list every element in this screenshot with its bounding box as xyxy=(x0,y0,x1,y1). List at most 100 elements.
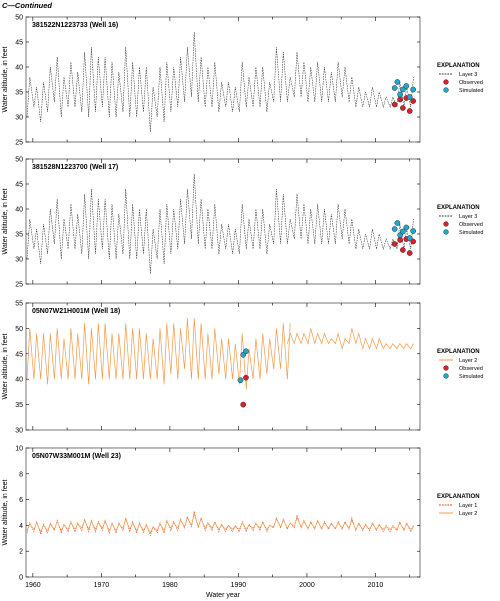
y-tick-label: 35 xyxy=(15,402,23,409)
legend-heading: EXPLANATION xyxy=(437,63,480,69)
y-tick-label: 4 xyxy=(19,523,23,530)
data-point-simulated xyxy=(410,228,416,234)
data-point-simulated xyxy=(400,228,406,235)
y-tick-label: 40 xyxy=(15,207,23,214)
data-point-observed xyxy=(400,105,406,111)
data-point-simulated xyxy=(400,86,406,93)
legend-swatch-marker xyxy=(443,229,449,235)
legend-entry-label: Observed xyxy=(459,222,483,228)
data-point-observed xyxy=(400,247,406,253)
data-point-observed xyxy=(397,96,403,103)
series-line-layer-2 xyxy=(26,318,291,390)
data-point-observed xyxy=(406,108,413,114)
y-tick-label: 45 xyxy=(15,182,23,189)
data-point-simulated xyxy=(397,91,403,98)
chart-panel-1: 25 30 35 40 45 50 Water altitude, in feet 38152… xyxy=(2,15,483,147)
panel-title: 05N07W21H001M (Well 18) xyxy=(32,308,120,315)
series-line-layer-3 xyxy=(26,31,414,133)
y-tick-label: 50 xyxy=(15,157,23,164)
y-tick-label: 30 xyxy=(15,257,23,264)
y-tick-label: 6 xyxy=(19,497,23,504)
x-tick-label: 1960 xyxy=(25,582,41,589)
plot-frame xyxy=(25,447,421,578)
series-line-layer-2 xyxy=(26,512,414,534)
y-tick-label: 50 xyxy=(15,15,23,22)
legend-swatch-marker xyxy=(443,221,449,227)
y-tick-label: 30 xyxy=(15,428,23,435)
data-point-simulated xyxy=(403,224,410,231)
legend-entry-label: Layer 3 xyxy=(459,72,477,78)
y-tick-label: 40 xyxy=(15,377,23,384)
data-point-observed xyxy=(406,250,413,256)
legend-entry-label: Layer 1 xyxy=(459,503,477,509)
y-axis-label: Water altitude, in feet xyxy=(2,47,9,113)
legend-entry-label: Layer 2 xyxy=(459,511,477,517)
chart-panel-2: 25 30 35 40 45 50 Water altitude, in feet 38152… xyxy=(2,157,483,289)
plot-frame xyxy=(25,158,421,285)
y-axis-label: Water altitude, in feet xyxy=(2,480,9,546)
data-point-simulated xyxy=(391,226,398,232)
legend-entry-label: Simulated xyxy=(459,374,483,380)
x-tick-label: 1970 xyxy=(94,582,110,589)
series-line-layer-1 xyxy=(26,511,414,537)
data-point-observed xyxy=(240,401,247,408)
legend: EXPLANATION Layer 2 Observed Simulated xyxy=(437,349,483,380)
y-tick-label: 45 xyxy=(15,351,23,358)
section-heading: C—Continued xyxy=(2,1,52,10)
plot-frame xyxy=(25,302,421,431)
legend: EXPLANATION Layer 3 Observed Simulated xyxy=(437,63,483,94)
legend-swatch-marker xyxy=(443,365,449,371)
data-point-simulated xyxy=(406,235,413,241)
legend-entry-label: Observed xyxy=(459,80,483,86)
legend: EXPLANATION Layer 1 Layer 2 xyxy=(437,494,480,517)
y-tick-label: 50 xyxy=(15,326,23,333)
y-tick-label: 25 xyxy=(15,140,23,147)
x-axis-label: Water year xyxy=(206,592,241,599)
x-tick-label: 1990 xyxy=(231,582,247,589)
data-point-observed xyxy=(391,241,398,247)
data-point-simulated xyxy=(243,348,249,355)
legend-heading: EXPLANATION xyxy=(437,494,480,500)
y-tick-label: 40 xyxy=(15,65,23,72)
y-tick-label: 0 xyxy=(19,575,23,582)
legend-entry-label: Observed xyxy=(459,366,483,372)
legend-entry-label: Simulated xyxy=(459,88,483,94)
chart-panel-4: 0 2 4 6 8 10 Water altitude, in feet 05N07W33M0… xyxy=(2,446,480,600)
data-point-simulated xyxy=(406,94,413,100)
data-point-observed xyxy=(410,98,416,104)
y-tick-label: 35 xyxy=(15,90,23,97)
y-tick-label: 8 xyxy=(19,471,23,478)
data-point-observed xyxy=(397,237,403,243)
series-line-layer-3 xyxy=(26,173,414,275)
y-tick-label: 30 xyxy=(15,115,23,122)
x-tick-label: 1980 xyxy=(162,582,178,589)
legend-heading: EXPLANATION xyxy=(437,205,480,211)
data-point-observed xyxy=(410,238,416,245)
legend-swatch-marker xyxy=(443,79,449,85)
y-axis-label: Water altitude, in feet xyxy=(2,189,9,255)
y-tick-label: 35 xyxy=(15,232,23,239)
panel-title: 381522N1223733 (Well 16) xyxy=(32,22,118,29)
data-point-simulated xyxy=(394,220,401,226)
legend-entry-label: Simulated xyxy=(459,230,483,236)
data-point-observed xyxy=(243,374,249,381)
chart-panel-3: 30 35 40 45 50 55 Water altitude, in feet 05N07… xyxy=(2,301,483,435)
y-tick-label: 55 xyxy=(15,301,23,308)
y-tick-label: 25 xyxy=(15,282,23,289)
data-point-simulated xyxy=(237,377,244,384)
x-tick-label: 2010 xyxy=(368,582,384,589)
legend-entry-label: Layer 3 xyxy=(459,214,477,220)
panel-title: 05N07W33M001M (Well 23) xyxy=(32,453,121,460)
series-line-layer-2 xyxy=(287,328,414,351)
y-tick-label: 10 xyxy=(15,446,23,453)
data-point-observed xyxy=(391,101,398,108)
data-point-simulated xyxy=(410,86,416,93)
y-tick-label: 2 xyxy=(19,549,23,556)
data-point-simulated xyxy=(403,83,410,89)
y-axis-label: Water altitude, in feet xyxy=(2,334,9,400)
panel-title: 381528N1223700 (Well 17) xyxy=(32,164,118,171)
data-point-simulated xyxy=(394,79,401,85)
y-tick-label: 45 xyxy=(15,40,23,47)
legend: EXPLANATION Layer 3 Observed Simulated xyxy=(437,205,483,236)
